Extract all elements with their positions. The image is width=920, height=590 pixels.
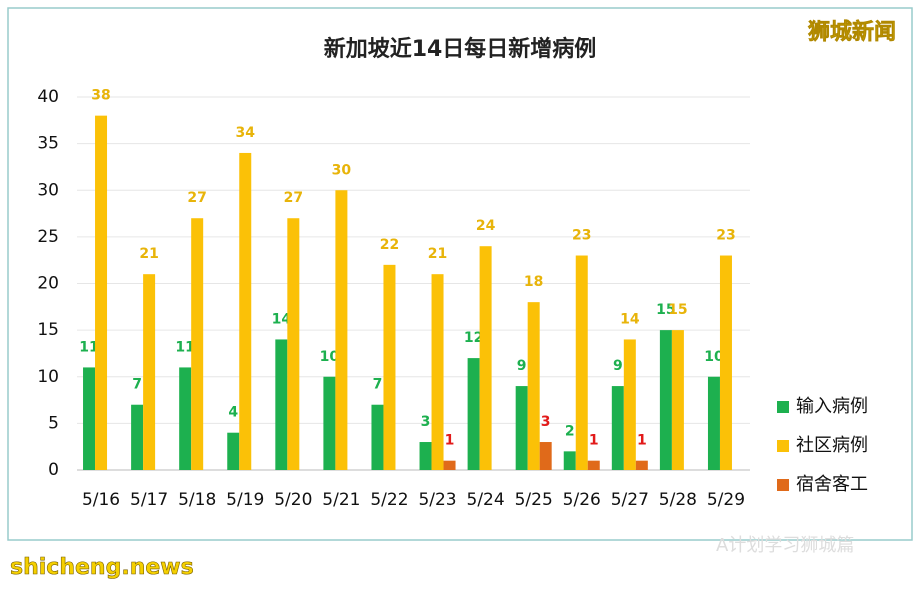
bar (287, 218, 300, 470)
bar (239, 152, 252, 470)
bar (431, 274, 444, 470)
bar (623, 339, 636, 470)
bar (587, 460, 600, 470)
data-label: 21 (428, 246, 447, 262)
y-tick-label: 10 (37, 367, 59, 387)
x-tick-label: 5/16 (82, 490, 120, 510)
bar (671, 330, 684, 470)
data-label: 11 (175, 339, 194, 355)
data-label: 7 (132, 377, 142, 393)
x-tick-label: 5/29 (707, 490, 745, 510)
bar (467, 358, 480, 470)
chart-title: 新加坡近14日每日新增病例 (324, 36, 597, 62)
data-label: 1 (589, 433, 599, 449)
data-label: 21 (139, 246, 158, 262)
data-label: 1 (445, 433, 455, 449)
data-label: 3 (421, 414, 431, 430)
bar (515, 386, 528, 470)
y-tick-label: 35 (37, 134, 59, 154)
data-label: 14 (620, 311, 640, 327)
x-tick-label: 5/22 (370, 490, 408, 510)
data-label: 11 (79, 339, 98, 355)
bar (227, 432, 240, 470)
bar (575, 255, 588, 470)
x-tick-label: 5/19 (226, 490, 264, 510)
data-label: 27 (187, 190, 206, 206)
bar (191, 218, 204, 470)
x-tick-label: 5/24 (467, 490, 505, 510)
data-label: 24 (476, 218, 496, 234)
bar (563, 451, 576, 470)
bar (335, 190, 348, 470)
bar (83, 367, 96, 470)
x-tick-label: 5/28 (659, 490, 697, 510)
x-tick-label: 5/26 (563, 490, 601, 510)
x-tick-label: 5/20 (274, 490, 312, 510)
data-label: 30 (332, 162, 352, 178)
bar (383, 264, 396, 470)
bar (131, 404, 144, 470)
y-tick-label: 25 (37, 227, 59, 247)
y-tick-label: 20 (37, 274, 59, 294)
bar (371, 404, 384, 470)
bar (443, 460, 456, 470)
data-label: 15 (668, 302, 687, 318)
bar (719, 255, 732, 470)
bar (479, 246, 492, 470)
x-tick-label: 5/18 (178, 490, 216, 510)
y-tick-label: 15 (37, 320, 59, 340)
site-watermark: shicheng.news (10, 555, 194, 580)
data-label: 15 (656, 302, 675, 318)
bar (95, 115, 108, 471)
data-label: 1 (637, 433, 647, 449)
legend-swatch (777, 440, 789, 452)
data-label: 7 (373, 377, 383, 393)
x-tick-label: 5/17 (130, 490, 168, 510)
y-tick-label: 0 (48, 460, 59, 480)
data-label: 12 (464, 330, 483, 346)
data-label: 23 (572, 228, 591, 244)
x-tick-label: 5/25 (515, 490, 553, 510)
data-label: 27 (284, 190, 303, 206)
legend-swatch (777, 401, 789, 413)
bar (527, 302, 540, 470)
bar (179, 367, 192, 470)
data-label: 4 (228, 405, 238, 421)
legend-label: 输入病例 (796, 396, 868, 417)
data-label: 38 (91, 88, 110, 104)
bar (659, 330, 672, 470)
data-label: 34 (236, 125, 256, 141)
bar (611, 386, 624, 470)
legend-swatch (777, 479, 789, 491)
data-label: 18 (524, 274, 543, 290)
data-label: 10 (704, 349, 724, 365)
data-label: 10 (320, 349, 340, 365)
data-label: 9 (613, 358, 623, 374)
bar (323, 376, 336, 470)
x-tick-label: 5/21 (322, 490, 360, 510)
data-label: 14 (272, 311, 292, 327)
data-label: 2 (565, 423, 575, 439)
account-watermark: A计划学习狮城篇 (716, 535, 854, 556)
data-label: 9 (517, 358, 527, 374)
bar (539, 442, 552, 470)
x-tick-label: 5/27 (611, 490, 649, 510)
y-tick-label: 30 (37, 180, 59, 200)
legend-label: 宿舍客工 (796, 474, 868, 495)
x-tick-label: 5/23 (418, 490, 456, 510)
brand-watermark: 狮城新闻 (808, 19, 896, 45)
data-label: 22 (380, 237, 399, 253)
y-tick-label: 40 (37, 87, 59, 107)
bar (419, 442, 432, 470)
bar (143, 274, 156, 470)
data-label: 3 (541, 414, 551, 430)
legend-label: 社区病例 (796, 435, 868, 456)
bar (635, 460, 648, 470)
bar (707, 376, 720, 470)
y-tick-label: 5 (48, 413, 59, 433)
bar (275, 339, 288, 470)
data-label: 23 (716, 228, 735, 244)
